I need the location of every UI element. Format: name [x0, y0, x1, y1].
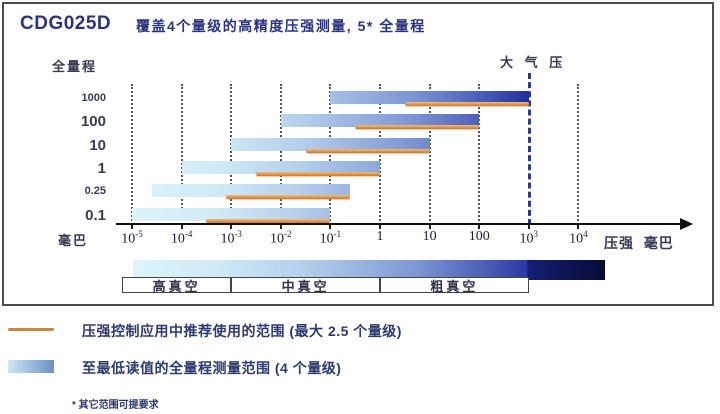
measure-range-bar-gradient	[151, 184, 351, 198]
recommended-range-line	[404, 102, 529, 106]
measure-range-bar	[151, 184, 351, 198]
recommended-range-line	[255, 171, 380, 176]
measure-range-bar	[181, 160, 380, 174]
vacuum-zone-box: 粗真空	[380, 277, 529, 294]
x-tick-label: 100	[468, 229, 490, 244]
x-axis-tick	[527, 225, 530, 229]
x-tick-label: 103	[519, 229, 539, 247]
x-tick-label: 10-3	[220, 229, 242, 247]
full-scale-tick-label: 1	[97, 159, 106, 177]
x-tick-label: 10	[422, 229, 437, 244]
decade-gridline	[131, 84, 133, 225]
x-axis-tick	[279, 225, 282, 229]
measure-range-bar	[132, 207, 331, 221]
measure-range-bar-gradient	[231, 137, 430, 151]
legend-orange-line-swatch	[8, 328, 54, 331]
decade-gridline	[180, 84, 183, 225]
measure-range-bar	[231, 137, 430, 151]
y-axis-unit-label: 毫巴	[58, 233, 89, 248]
x-tick-label: 10-2	[270, 229, 292, 247]
vacuum-gradient-bar	[133, 260, 605, 280]
x-axis-tick	[428, 225, 431, 229]
vacuum-zone-box: 高真空	[122, 277, 232, 294]
x-axis-tick	[180, 225, 183, 229]
y-axis-title: 全量程	[52, 59, 98, 74]
decade-gridline	[329, 84, 332, 225]
decade-gridline	[279, 84, 282, 225]
full-scale-tick-label: 0.25	[84, 185, 106, 198]
atmosphere-pressure-line	[527, 73, 531, 225]
product-title: CDG025D	[20, 13, 112, 34]
x-axis-tick	[230, 225, 233, 229]
x-axis-tick	[577, 225, 580, 229]
measure-range-bar	[280, 114, 480, 128]
full-scale-tick-label: 1000	[81, 92, 106, 104]
measure-range-bar-gradient	[330, 91, 529, 104]
x-axis-tick	[131, 225, 133, 229]
x-tick-label: 10-1	[319, 229, 342, 247]
recommended-range-line	[206, 218, 331, 223]
chart-panel-border	[2, 2, 714, 306]
x-tick-label: 1	[376, 229, 384, 244]
decade-gridline	[478, 84, 481, 225]
x-axis-line	[116, 223, 682, 225]
x-axis-tick	[329, 225, 332, 229]
decade-gridline	[577, 84, 580, 225]
legend-item-measure-range: 至最低读值的全量程测量范围 (4 个量级)	[82, 360, 342, 376]
recommended-range-line	[355, 125, 480, 130]
measure-range-bar-gradient	[280, 114, 480, 128]
measure-range-bar-gradient	[132, 207, 331, 221]
full-scale-tick-label: 100	[80, 113, 106, 131]
vacuum-zone-box: 中真空	[231, 277, 380, 294]
x-axis-arrow-icon	[680, 218, 693, 230]
full-scale-tick-label: 10	[89, 136, 106, 154]
decade-gridline	[379, 84, 381, 225]
recommended-range-line	[226, 195, 351, 200]
decade-gridline	[428, 84, 431, 225]
x-tick-label: 104	[569, 229, 588, 247]
legend-item-recommended-range: 压强控制应用中推荐使用的范围 (最大 2.5 个量级)	[82, 323, 402, 339]
x-axis-tick	[478, 225, 481, 229]
footnote: * 其它范围可提要求	[72, 400, 159, 411]
legend-gradient-bar-swatch	[8, 360, 54, 373]
decade-gridline	[230, 84, 233, 225]
x-tick-label: 10-4	[170, 229, 193, 247]
x-axis-tick	[379, 225, 381, 229]
x-tick-label: 10-5	[121, 229, 143, 247]
recommended-range-line	[305, 148, 430, 153]
measure-range-bar-gradient	[181, 160, 380, 174]
measure-range-bar	[330, 91, 529, 104]
x-axis-title: 压强 毫巴	[604, 235, 674, 251]
atmosphere-label: 大 气 压	[500, 55, 567, 70]
chart-title: 覆盖4个量级的高精度压强测量, 5* 全量程	[136, 18, 426, 34]
full-scale-tick-label: 0.1	[85, 206, 106, 224]
